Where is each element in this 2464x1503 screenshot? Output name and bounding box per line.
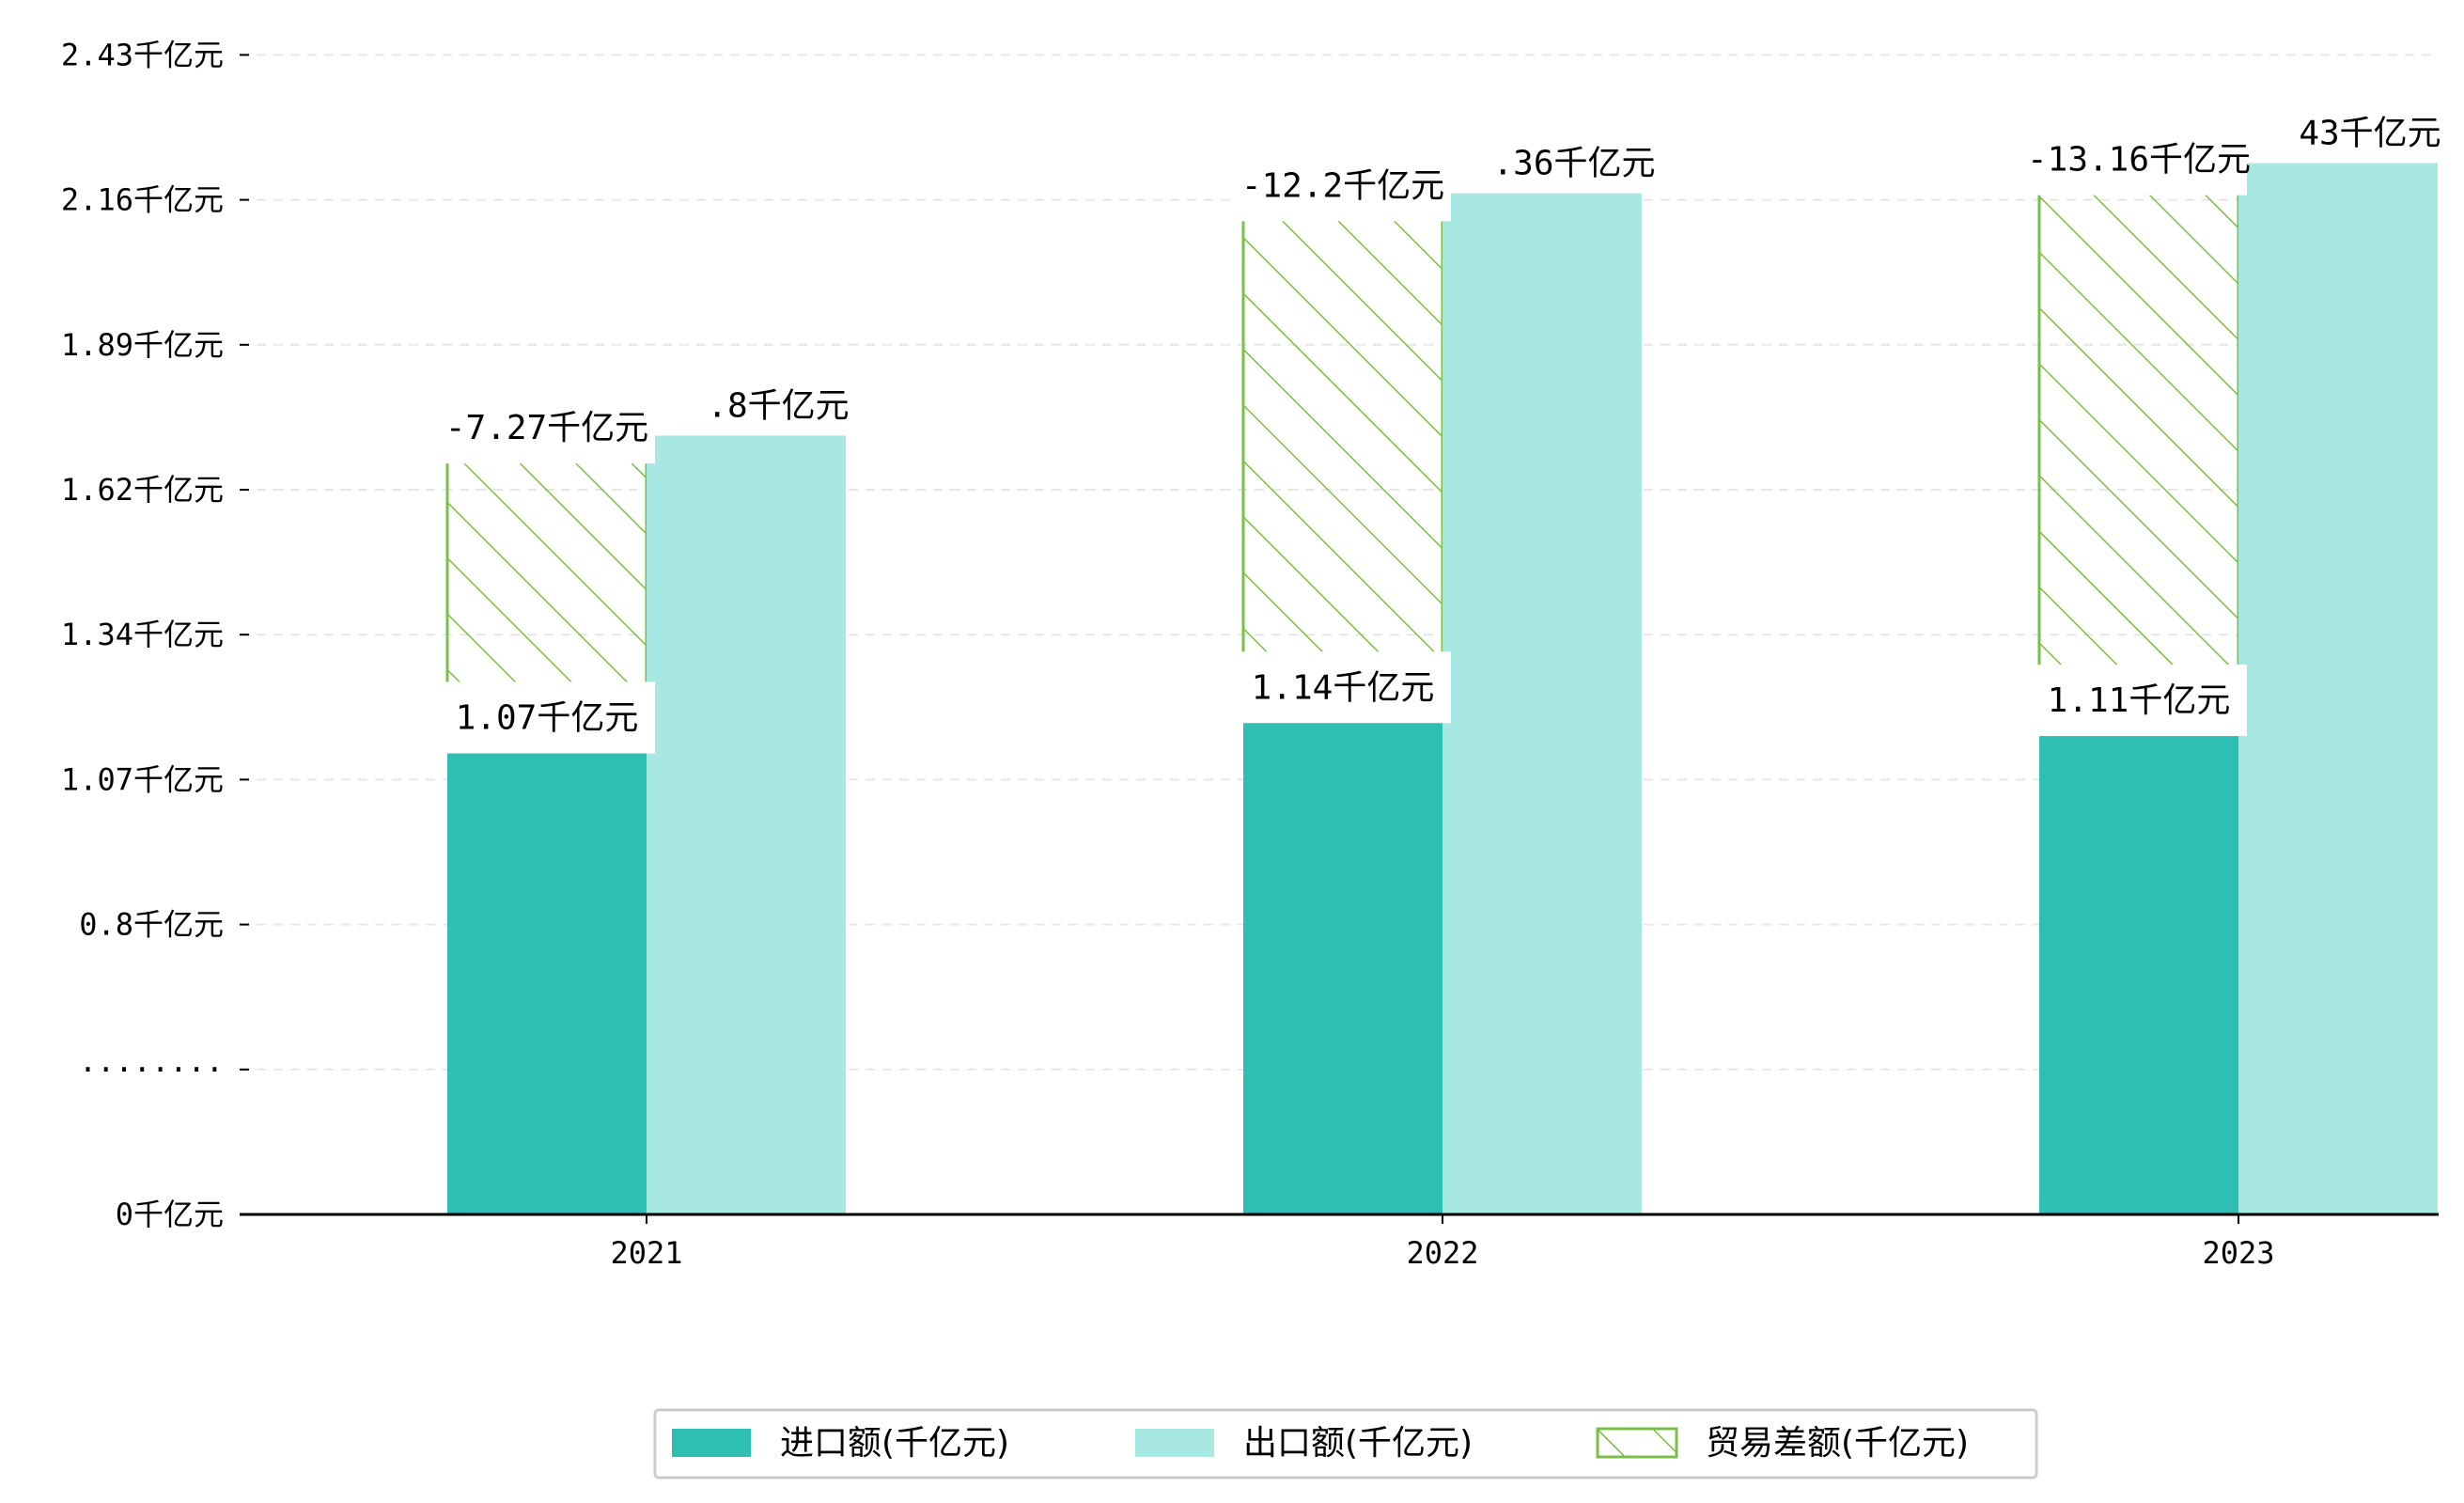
import-bar [1243,721,1443,1214]
legend-swatch-export [1135,1429,1214,1457]
trade-balance-label-bg [2031,123,2247,196]
import-label-bg [439,681,655,754]
import-label-bg [1235,651,1451,724]
trade-balance-label: -13.16千亿元 [2027,141,2251,180]
legend-swatch-import [672,1429,751,1457]
trade-balance-label-bg [439,392,655,464]
export-bar [1443,193,1642,1214]
x-tick-label: 2021 [610,1235,682,1271]
legend-box [653,1408,2038,1480]
export-bar [2238,163,2438,1214]
export-bar [647,435,846,1214]
export-label: .36千亿元 [1492,145,1655,183]
import-label: 1.07千亿元 [456,698,639,737]
legend: 进口额(千亿元) 出口额(千亿元) 贸易差额(千亿元) [653,1408,2038,1480]
legend-label-trade-balance: 贸易差额(千亿元) [1706,1424,1969,1463]
export-label: .8千亿元 [707,386,849,425]
import-bar [447,751,647,1214]
y-tick-label: 0千亿元 [116,1197,224,1232]
y-tick-label: ········ [79,1052,224,1088]
x-tick-label: 2022 [1406,1235,1478,1271]
import-label: 1.14千亿元 [1252,668,1435,707]
trade-balance-bar [2037,192,2240,736]
import-label-bg [2031,665,2247,737]
y-tick-label: 1.07千亿元 [61,761,224,797]
legend-label-import: 进口额(千亿元) [780,1424,1009,1463]
export-label: 43千亿元 [2299,114,2441,152]
y-tick-label: 1.89千亿元 [61,327,224,363]
legend-swatch-trade-balance [1596,1427,1678,1459]
x-tick-label: 2023 [2202,1235,2274,1271]
import-label: 1.11千亿元 [2048,681,2231,720]
y-tick-label: 2.43千亿元 [61,37,224,72]
data-labels: -7.27千亿元 1.07千亿元 .8千亿元 -12.2千亿元 1.14千亿元 .36千亿… [439,114,2441,754]
legend-label-export: 出口额(千亿元) [1243,1424,1473,1463]
y-tick-label: 2.16千亿元 [61,182,224,218]
y-tick-label: 1.62千亿元 [61,472,224,508]
y-tick-label: 0.8千亿元 [79,907,224,943]
y-tick-label: 1.34千亿元 [61,617,224,652]
axes: 0千亿元 ········ 0.8千亿元 1.07千亿元 1.34千亿元 1.62千亿元 1… [61,37,2439,1271]
trade-balance-bar [1241,217,1444,723]
import-bar [2039,734,2238,1214]
trade-balance-label: -7.27千亿元 [445,409,648,447]
trade-balance-label-bg [1235,149,1451,222]
trade-balance-label: -12.2千亿元 [1241,166,1444,205]
